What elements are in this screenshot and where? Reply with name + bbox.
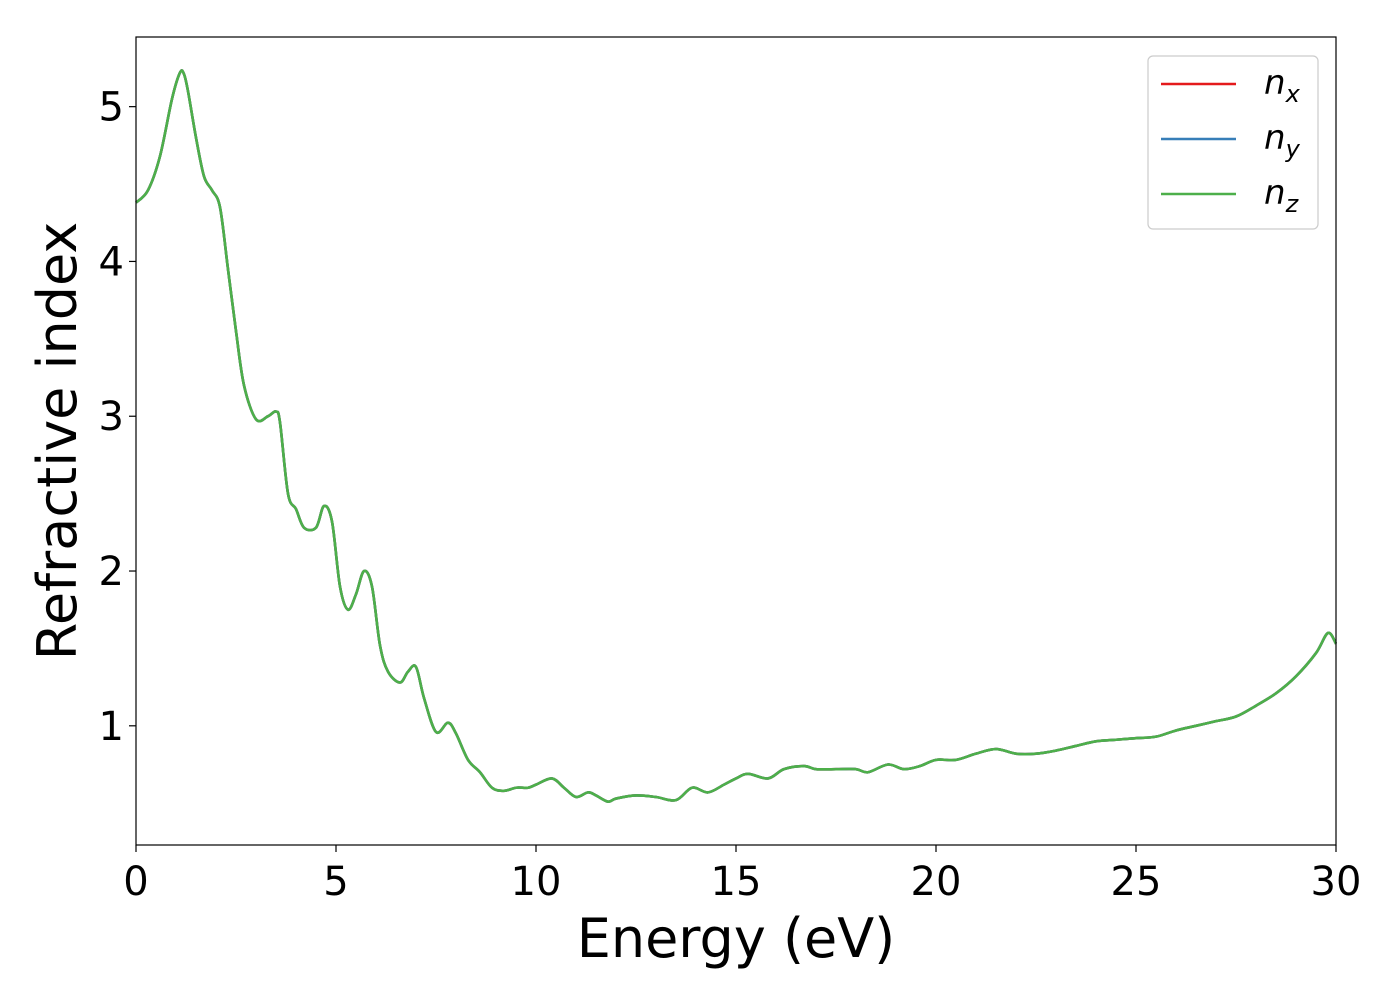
y-tick-label: 3 [99,394,124,440]
y-tick-label: 5 [99,85,124,131]
y-axis-ticks: 1 2 3 4 5 [99,85,136,750]
y-tick-label: 1 [99,704,124,750]
x-tick-label: 10 [511,859,562,905]
legend: nx ny nz [1147,55,1319,230]
x-tick-label: 5 [323,859,348,905]
legend-label-ny: ny [1264,118,1301,163]
series-line-nz [135,69,1338,804]
x-tick-label: 15 [711,859,762,905]
x-tick-label: 25 [1111,859,1162,905]
x-tick-label: 20 [911,859,962,905]
x-tick-label: 0 [123,859,148,905]
y-tick-label: 4 [99,239,124,285]
x-axis-label: Energy (eV) [577,907,896,970]
legend-label-nx: nx [1264,63,1301,108]
series-layer [135,69,1338,804]
y-axis-label: Refractive index [26,222,89,661]
x-axis-ticks: 0 5 10 15 20 25 30 [123,845,1361,905]
legend-box [1147,55,1319,230]
legend-label-nz: nz [1264,173,1300,218]
x-tick-label: 30 [1311,859,1362,905]
y-tick-label: 2 [99,549,124,595]
